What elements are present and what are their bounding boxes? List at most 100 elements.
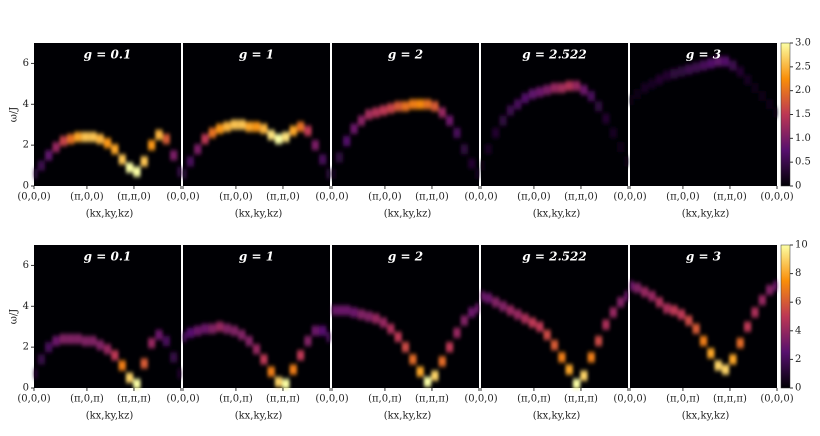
spectral-peak: [177, 368, 181, 379]
spectral-peak: [67, 333, 75, 344]
spectral-peak: [350, 123, 358, 134]
spectral-peak: [140, 156, 148, 167]
spectral-peak: [147, 140, 156, 151]
panel-title: g = 1: [239, 48, 274, 62]
colorbar-tick-label: 8: [795, 268, 801, 279]
spectral-peak: [641, 286, 649, 297]
x-tick-label: (0,0,0): [17, 394, 50, 405]
x-tick-label: (π,π,0): [713, 192, 747, 203]
spectral-peak: [335, 305, 344, 316]
spectral-peak: [332, 305, 336, 316]
spectral-peak: [260, 123, 268, 134]
x-axis-label: (kx,ky,kz): [86, 411, 134, 422]
spectral-peak: [379, 317, 388, 328]
spectral-peak: [543, 329, 551, 340]
x-tick-label: (π,π,π): [117, 394, 151, 405]
spectral-peak: [118, 360, 126, 371]
x-tick-label: (π,0,π): [219, 394, 253, 405]
spectral-peak: [699, 60, 708, 71]
spectral-peak: [89, 131, 97, 142]
x-tick-label: (π,0,π): [70, 394, 104, 405]
spectral-peak: [721, 56, 730, 67]
spectral-peak: [506, 105, 515, 116]
spectral-peak: [282, 378, 290, 389]
x-tick-label: (0,0,0): [166, 192, 199, 203]
spectral-peak: [409, 99, 417, 110]
x-axis-label: (kx,ky,kz): [235, 209, 283, 220]
x-tick-label: (π,0,π): [517, 394, 551, 405]
panel-title: g = 0.1: [84, 250, 132, 264]
spectral-peak: [460, 144, 468, 155]
colorbar-tick-label: 1.5: [795, 109, 811, 120]
spectrum: [332, 99, 479, 179]
spectral-peak: [641, 82, 649, 93]
x-axis-label: (kx,ky,kz): [384, 209, 432, 220]
spectral-peak: [648, 291, 656, 302]
spectral-peak: [492, 297, 500, 308]
spectral-peak: [663, 303, 671, 314]
spectral-peak: [372, 313, 380, 324]
x-tick-label: (π,0,0): [517, 192, 551, 203]
spectral-peak: [528, 89, 537, 100]
spectral-peak: [536, 87, 544, 98]
x-tick-label: (π,0,0): [219, 192, 253, 203]
spectral-peak: [304, 336, 312, 347]
spectral-peak: [506, 305, 515, 316]
spectral-peak: [550, 340, 559, 351]
spectral-peak: [372, 107, 380, 118]
spectral-peak: [445, 342, 454, 353]
spectral-peak: [155, 329, 163, 340]
spectral-peak: [387, 323, 395, 334]
panel-background: [183, 43, 330, 186]
spectral-peak: [186, 156, 195, 167]
spectral-peak: [751, 307, 759, 318]
spectral-peak: [357, 309, 366, 320]
spectral-peak: [594, 101, 603, 112]
spectral-peak: [677, 309, 686, 320]
spectral-peak: [52, 336, 60, 347]
spectral-peak: [96, 134, 104, 145]
spectral-peak: [34, 168, 38, 179]
spectral-peak: [630, 280, 634, 291]
spectral-peak: [289, 364, 297, 375]
spectral-peak: [37, 354, 46, 365]
colorbar-tick-label: 4: [795, 325, 801, 336]
spectral-peak: [558, 352, 566, 363]
spectrum: [183, 321, 330, 389]
y-tick-label: 2: [23, 140, 29, 151]
spectral-peak: [765, 99, 774, 110]
spectral-peak: [74, 333, 82, 344]
panel-title: g = 2.522: [522, 250, 586, 264]
colorbar-tick-label: 10: [795, 240, 808, 251]
spectral-peak: [609, 127, 617, 138]
spectrum: [481, 291, 628, 389]
spectral-peak: [379, 105, 388, 116]
spectral-peak: [431, 370, 439, 381]
spectral-peak: [543, 84, 551, 95]
spectral-peak: [572, 80, 581, 91]
spectral-peak: [484, 144, 493, 155]
spectral-peak: [467, 307, 476, 318]
spectral-peak: [630, 95, 634, 106]
colorbar-tick-label: 2: [795, 354, 801, 365]
spectral-peak: [521, 313, 529, 324]
x-axis-label: (kx,ky,kz): [682, 411, 730, 422]
spectral-peak: [431, 101, 439, 112]
y-tick-label: 4: [23, 301, 29, 312]
spectral-peak: [311, 140, 319, 151]
spectral-peak: [282, 131, 290, 142]
spectral-peak: [296, 121, 305, 132]
spectral-peak: [416, 99, 424, 110]
spectrum: [332, 303, 479, 387]
spectral-peak: [550, 82, 559, 93]
spectral-peak: [125, 162, 134, 173]
spectral-peak: [238, 329, 246, 340]
spectral-peak: [245, 336, 253, 347]
colorbar-tick-label: 3.0: [795, 38, 811, 49]
panel-title: g = 2.522: [522, 48, 586, 62]
spectral-peak: [194, 325, 202, 336]
x-tick-label: (π,π,π): [415, 394, 449, 405]
spectral-peak: [326, 331, 330, 342]
spectral-peak: [453, 127, 461, 138]
colorbar-tick-label: 2.5: [795, 61, 811, 72]
